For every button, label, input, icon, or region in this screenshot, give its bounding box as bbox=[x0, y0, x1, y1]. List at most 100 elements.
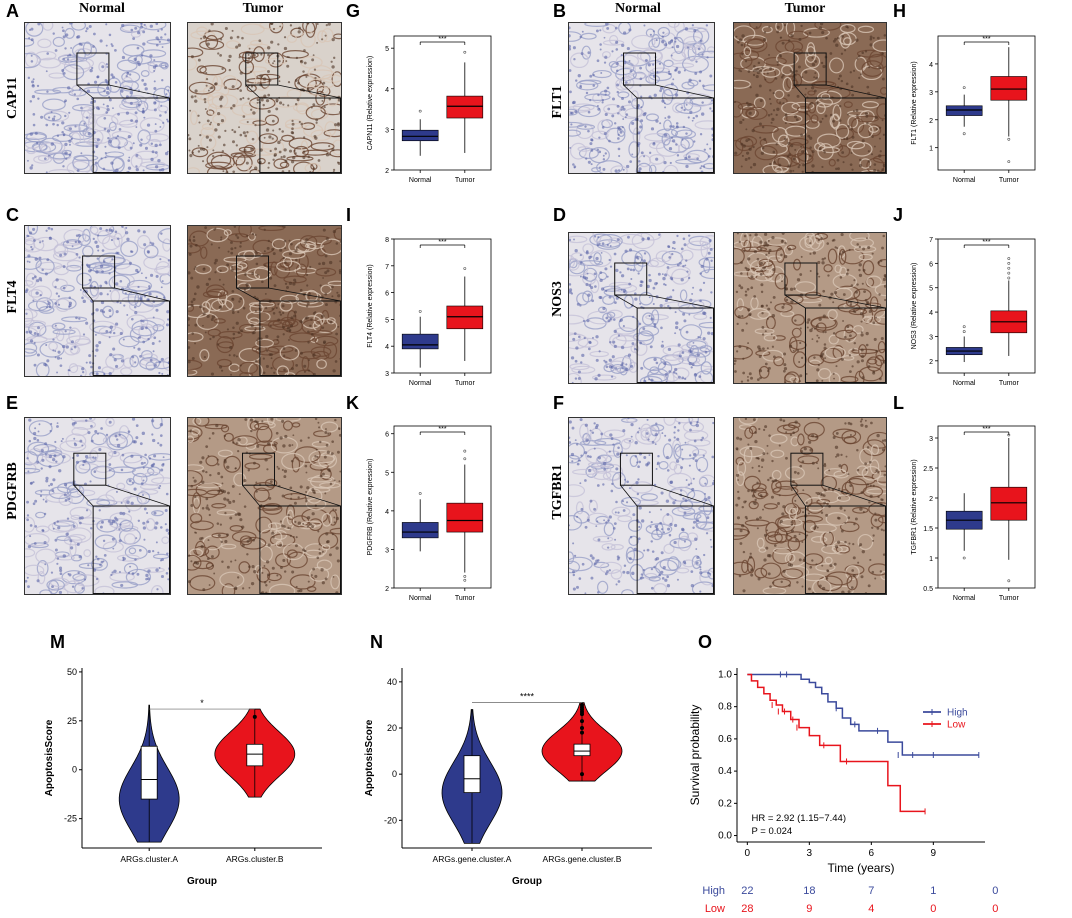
tissue-gland bbox=[86, 498, 111, 508]
tissue-nucleus bbox=[155, 23, 159, 26]
tissue-nucleus bbox=[839, 276, 843, 279]
tissue-nucleus bbox=[868, 165, 871, 168]
tissue-nucleus bbox=[676, 578, 679, 581]
tissue-nucleus bbox=[157, 551, 160, 554]
tissue-nucleus bbox=[757, 61, 761, 65]
tissue-nucleus bbox=[738, 38, 743, 42]
tissue-nucleus bbox=[246, 131, 249, 134]
tissue-nucleus bbox=[189, 109, 192, 112]
tissue-gland bbox=[676, 28, 703, 45]
tissue-nucleus bbox=[646, 418, 649, 421]
tissue-nucleus bbox=[706, 516, 710, 520]
tissue-nucleus bbox=[307, 580, 310, 583]
tissue-nucleus bbox=[771, 459, 774, 463]
tissue-gland bbox=[276, 260, 301, 273]
y-axis-label: FLT4 (Relative expression) bbox=[367, 264, 374, 348]
tissue-nucleus bbox=[331, 65, 335, 69]
tissue-nucleus bbox=[74, 421, 77, 425]
tissue-gland bbox=[329, 149, 341, 158]
tissue-nucleus bbox=[206, 42, 210, 46]
tissue-nucleus bbox=[757, 457, 760, 460]
tissue-nucleus bbox=[574, 439, 577, 442]
tissue-gland bbox=[588, 147, 610, 164]
tissue-nucleus bbox=[218, 278, 221, 281]
tissue-nucleus bbox=[699, 272, 702, 275]
tissue-gland bbox=[762, 586, 787, 594]
tissue-nucleus bbox=[291, 444, 294, 446]
tissue-nucleus bbox=[126, 72, 130, 75]
tissue-nucleus bbox=[734, 100, 737, 103]
tissue-nucleus bbox=[652, 30, 655, 33]
tissue-nucleus bbox=[337, 98, 341, 102]
outlier-point bbox=[962, 325, 966, 329]
tissue-gland bbox=[593, 561, 610, 569]
tissue-gland bbox=[305, 289, 319, 303]
zoom-box bbox=[619, 452, 653, 486]
tissue-gland bbox=[585, 447, 608, 464]
tissue-nucleus bbox=[216, 458, 219, 461]
y-tick-label: 6 bbox=[929, 261, 933, 268]
tissue-nucleus bbox=[801, 585, 804, 588]
tissue-nucleus bbox=[809, 448, 813, 452]
tissue-nucleus bbox=[607, 319, 611, 322]
tissue-gland bbox=[108, 431, 134, 449]
tissue-nucleus bbox=[114, 516, 117, 520]
tissue-nucleus bbox=[709, 107, 712, 110]
tissue-nucleus bbox=[664, 373, 668, 377]
tissue-gland bbox=[116, 554, 140, 562]
tissue-nucleus bbox=[248, 586, 251, 589]
tissue-nucleus bbox=[299, 485, 303, 489]
tissue-nucleus bbox=[323, 455, 327, 459]
tissue-nucleus bbox=[142, 42, 146, 46]
tissue-nucleus bbox=[94, 430, 98, 434]
tissue-nucleus bbox=[154, 526, 158, 530]
tissue-nucleus bbox=[305, 491, 308, 494]
tissue-nucleus bbox=[819, 23, 824, 26]
tissue-nucleus bbox=[312, 103, 316, 106]
tissue-nucleus bbox=[844, 521, 847, 524]
tissue-nucleus bbox=[849, 163, 853, 167]
tissue-nucleus bbox=[743, 250, 746, 253]
outlier-point bbox=[463, 578, 467, 582]
tissue-gland bbox=[35, 362, 50, 376]
tissue-gland bbox=[42, 23, 54, 31]
tissue-texture bbox=[188, 418, 341, 594]
tissue-texture bbox=[734, 418, 886, 594]
tissue-nucleus bbox=[767, 307, 771, 311]
tissue-nucleus bbox=[279, 436, 283, 440]
tissue-nucleus bbox=[66, 240, 69, 244]
tissue-gland bbox=[91, 432, 107, 446]
tissue-nucleus bbox=[675, 459, 680, 463]
tissue-gland bbox=[30, 285, 53, 302]
ihc-image-flt4-tumor bbox=[187, 225, 342, 377]
tissue-gland bbox=[289, 574, 316, 590]
tissue-nucleus bbox=[229, 516, 233, 520]
tissue-nucleus bbox=[284, 159, 288, 163]
tissue-nucleus bbox=[672, 371, 676, 374]
tissue-nucleus bbox=[648, 511, 651, 514]
tissue-nucleus bbox=[770, 121, 773, 124]
tissue-gland bbox=[25, 23, 44, 37]
tissue-gland bbox=[273, 158, 288, 170]
tissue-gland bbox=[27, 448, 44, 465]
tissue-nucleus bbox=[127, 166, 132, 170]
tissue-gland bbox=[659, 557, 682, 571]
tissue-nucleus bbox=[333, 56, 336, 60]
tissue-nucleus bbox=[701, 53, 704, 56]
tissue-nucleus bbox=[658, 233, 661, 236]
tissue-nucleus bbox=[288, 281, 293, 285]
tissue-nucleus bbox=[93, 80, 98, 84]
tissue-nucleus bbox=[315, 448, 318, 451]
tissue-nucleus bbox=[142, 107, 145, 110]
tissue-gland bbox=[832, 104, 842, 121]
tissue-gland bbox=[289, 332, 316, 343]
tissue-nucleus bbox=[55, 460, 58, 463]
tissue-nucleus bbox=[707, 251, 711, 255]
tissue-nucleus bbox=[830, 292, 834, 296]
tissue-nucleus bbox=[880, 336, 884, 341]
tissue-nucleus bbox=[105, 86, 110, 90]
tissue-nucleus bbox=[229, 36, 233, 40]
tissue-gland bbox=[52, 329, 76, 335]
tissue-nucleus bbox=[27, 545, 32, 549]
tissue-nucleus bbox=[38, 256, 42, 260]
